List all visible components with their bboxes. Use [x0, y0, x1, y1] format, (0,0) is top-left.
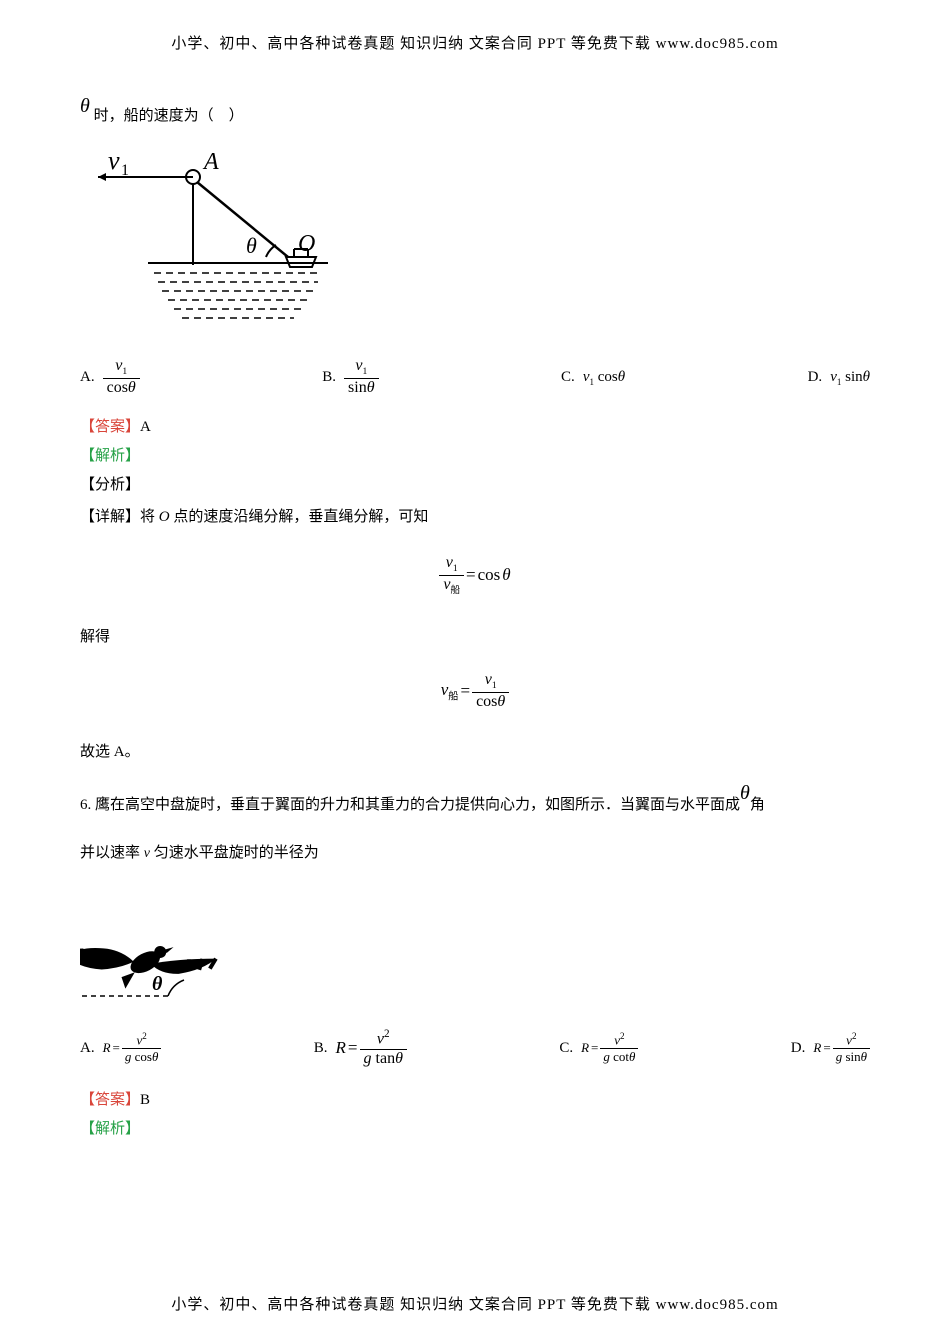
q5-eq1: v1 v船 = cosθ	[80, 552, 870, 597]
q5-eq2: v船 = v1 cosθ	[80, 672, 870, 711]
q6-answer: 【答案】B	[80, 1088, 870, 1109]
q5-option-b: B. v1 sinθ	[322, 358, 378, 397]
q5-option-c: C. v1 cosθ	[561, 369, 625, 387]
q5-detail: 【详解】将 O 点的速度沿绳分解，垂直绳分解，可知	[80, 502, 870, 534]
q6-option-d: D. R = v2 g sinθ	[791, 1032, 870, 1064]
q6-options: A. R = v2 g cosθ B. R = v2 g tanθ	[80, 1029, 870, 1068]
q6-text: 6. 鹰在高空中盘旋时，垂直于翼面的升力和其重力的合力提供向心力，如图所示．当翼…	[80, 778, 870, 828]
q5-options: A. v1 cosθ B. v1 sinθ C. v1 cosθ D. v1 s…	[80, 358, 870, 397]
q5-analysis: 【解析】	[80, 444, 870, 465]
q5-prompt-text: 时，船的速度为（ ）	[94, 108, 244, 124]
q6-figure: θ	[80, 880, 870, 1015]
q5-figure: v 1 A θ O	[88, 145, 870, 330]
page-header: 小学、初中、高中各种试卷真题 知识归纳 文案合同 PPT 等免费下载 www.d…	[80, 32, 870, 53]
svg-text:A: A	[202, 149, 219, 175]
svg-text:v: v	[108, 146, 120, 175]
q5-jiede: 解得	[80, 622, 870, 654]
q6-option-c: C. R = v2 g cotθ	[559, 1032, 638, 1064]
q5-option-d: D. v1 sinθ	[808, 369, 870, 387]
q6-option-a: A. R = v2 g cosθ	[80, 1032, 161, 1064]
q6-option-b: B. R = v2 g tanθ	[314, 1029, 407, 1068]
svg-text:θ: θ	[246, 233, 257, 258]
q6-text2: 并以速率 v 匀速水平盘旋时的半径为	[80, 838, 870, 870]
svg-text:θ: θ	[152, 973, 163, 995]
svg-text:O: O	[298, 231, 315, 257]
q6-analysis: 【解析】	[80, 1117, 870, 1138]
q5-answer: 【答案】A	[80, 415, 870, 436]
page-footer: 小学、初中、高中各种试卷真题 知识归纳 文案合同 PPT 等免费下载 www.d…	[0, 1293, 950, 1314]
q5-option-a: A. v1 cosθ	[80, 358, 140, 397]
q5-prompt: θ 时，船的速度为（ ）	[80, 93, 870, 135]
q5-fenxi: 【分析】	[80, 473, 870, 494]
q5-conclude: 故选 A。	[80, 737, 870, 769]
